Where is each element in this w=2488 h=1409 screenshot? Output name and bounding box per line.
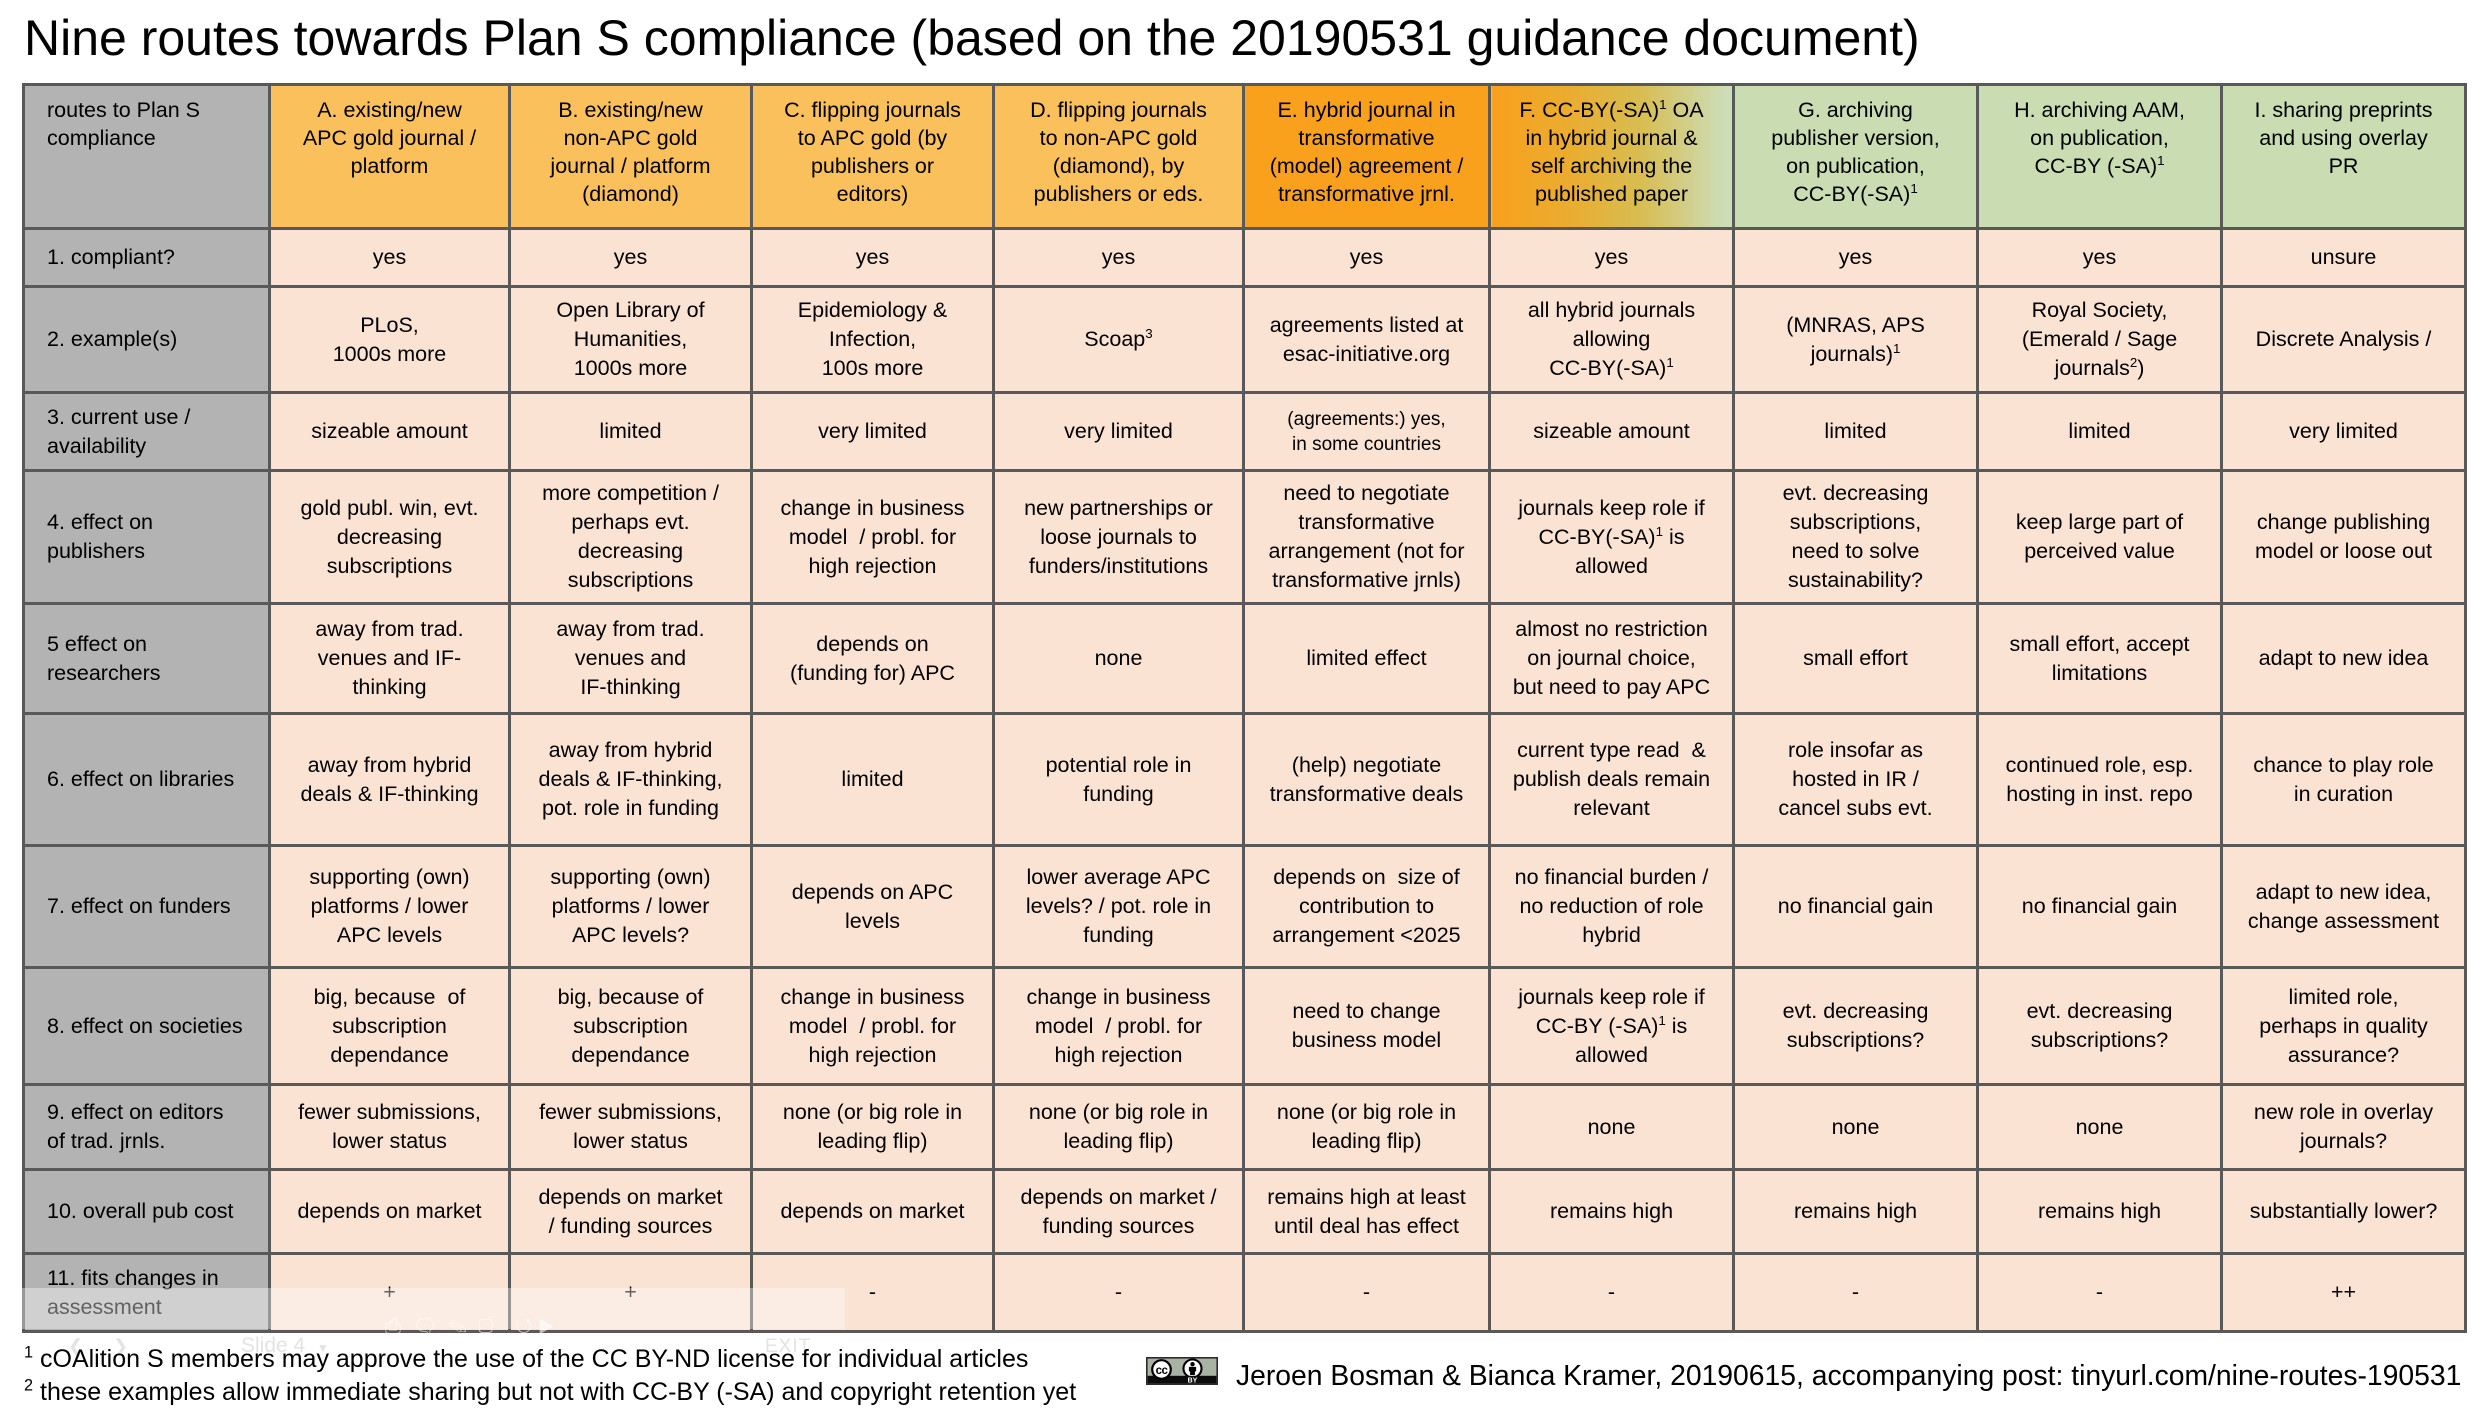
svg-text:BY: BY — [1188, 1378, 1198, 1385]
svg-text:cc: cc — [1156, 1365, 1169, 1377]
